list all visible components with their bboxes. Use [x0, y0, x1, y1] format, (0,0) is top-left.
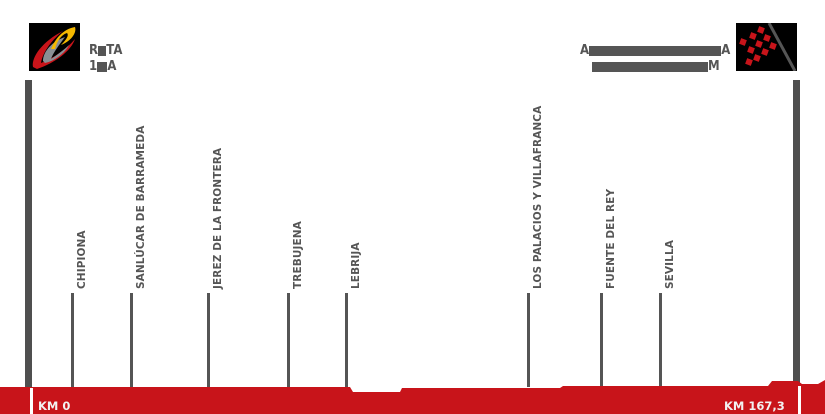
waypoint-label: LEBRIJA	[350, 242, 362, 289]
finish-km-label: KM 167,3	[724, 399, 785, 413]
waypoint-line	[345, 293, 348, 387]
checkered-flag-icon	[736, 22, 797, 72]
waypoint-line	[600, 293, 603, 387]
start-town-name: R TA	[89, 43, 123, 58]
waypoint-label: SEVILLA	[664, 240, 676, 289]
waypoint-line	[287, 293, 290, 387]
waypoint-line	[207, 293, 210, 387]
finish-post	[793, 80, 800, 390]
waypoint-line	[527, 293, 530, 387]
start-km-label: KM 0	[38, 399, 71, 413]
waypoint-line	[71, 293, 74, 387]
start-post	[25, 80, 32, 390]
profile-band	[0, 380, 825, 414]
waypoint-line	[659, 293, 662, 387]
vuelta-logo-icon	[29, 23, 80, 71]
waypoint-line	[130, 293, 133, 387]
finish-time: M	[592, 60, 720, 74]
